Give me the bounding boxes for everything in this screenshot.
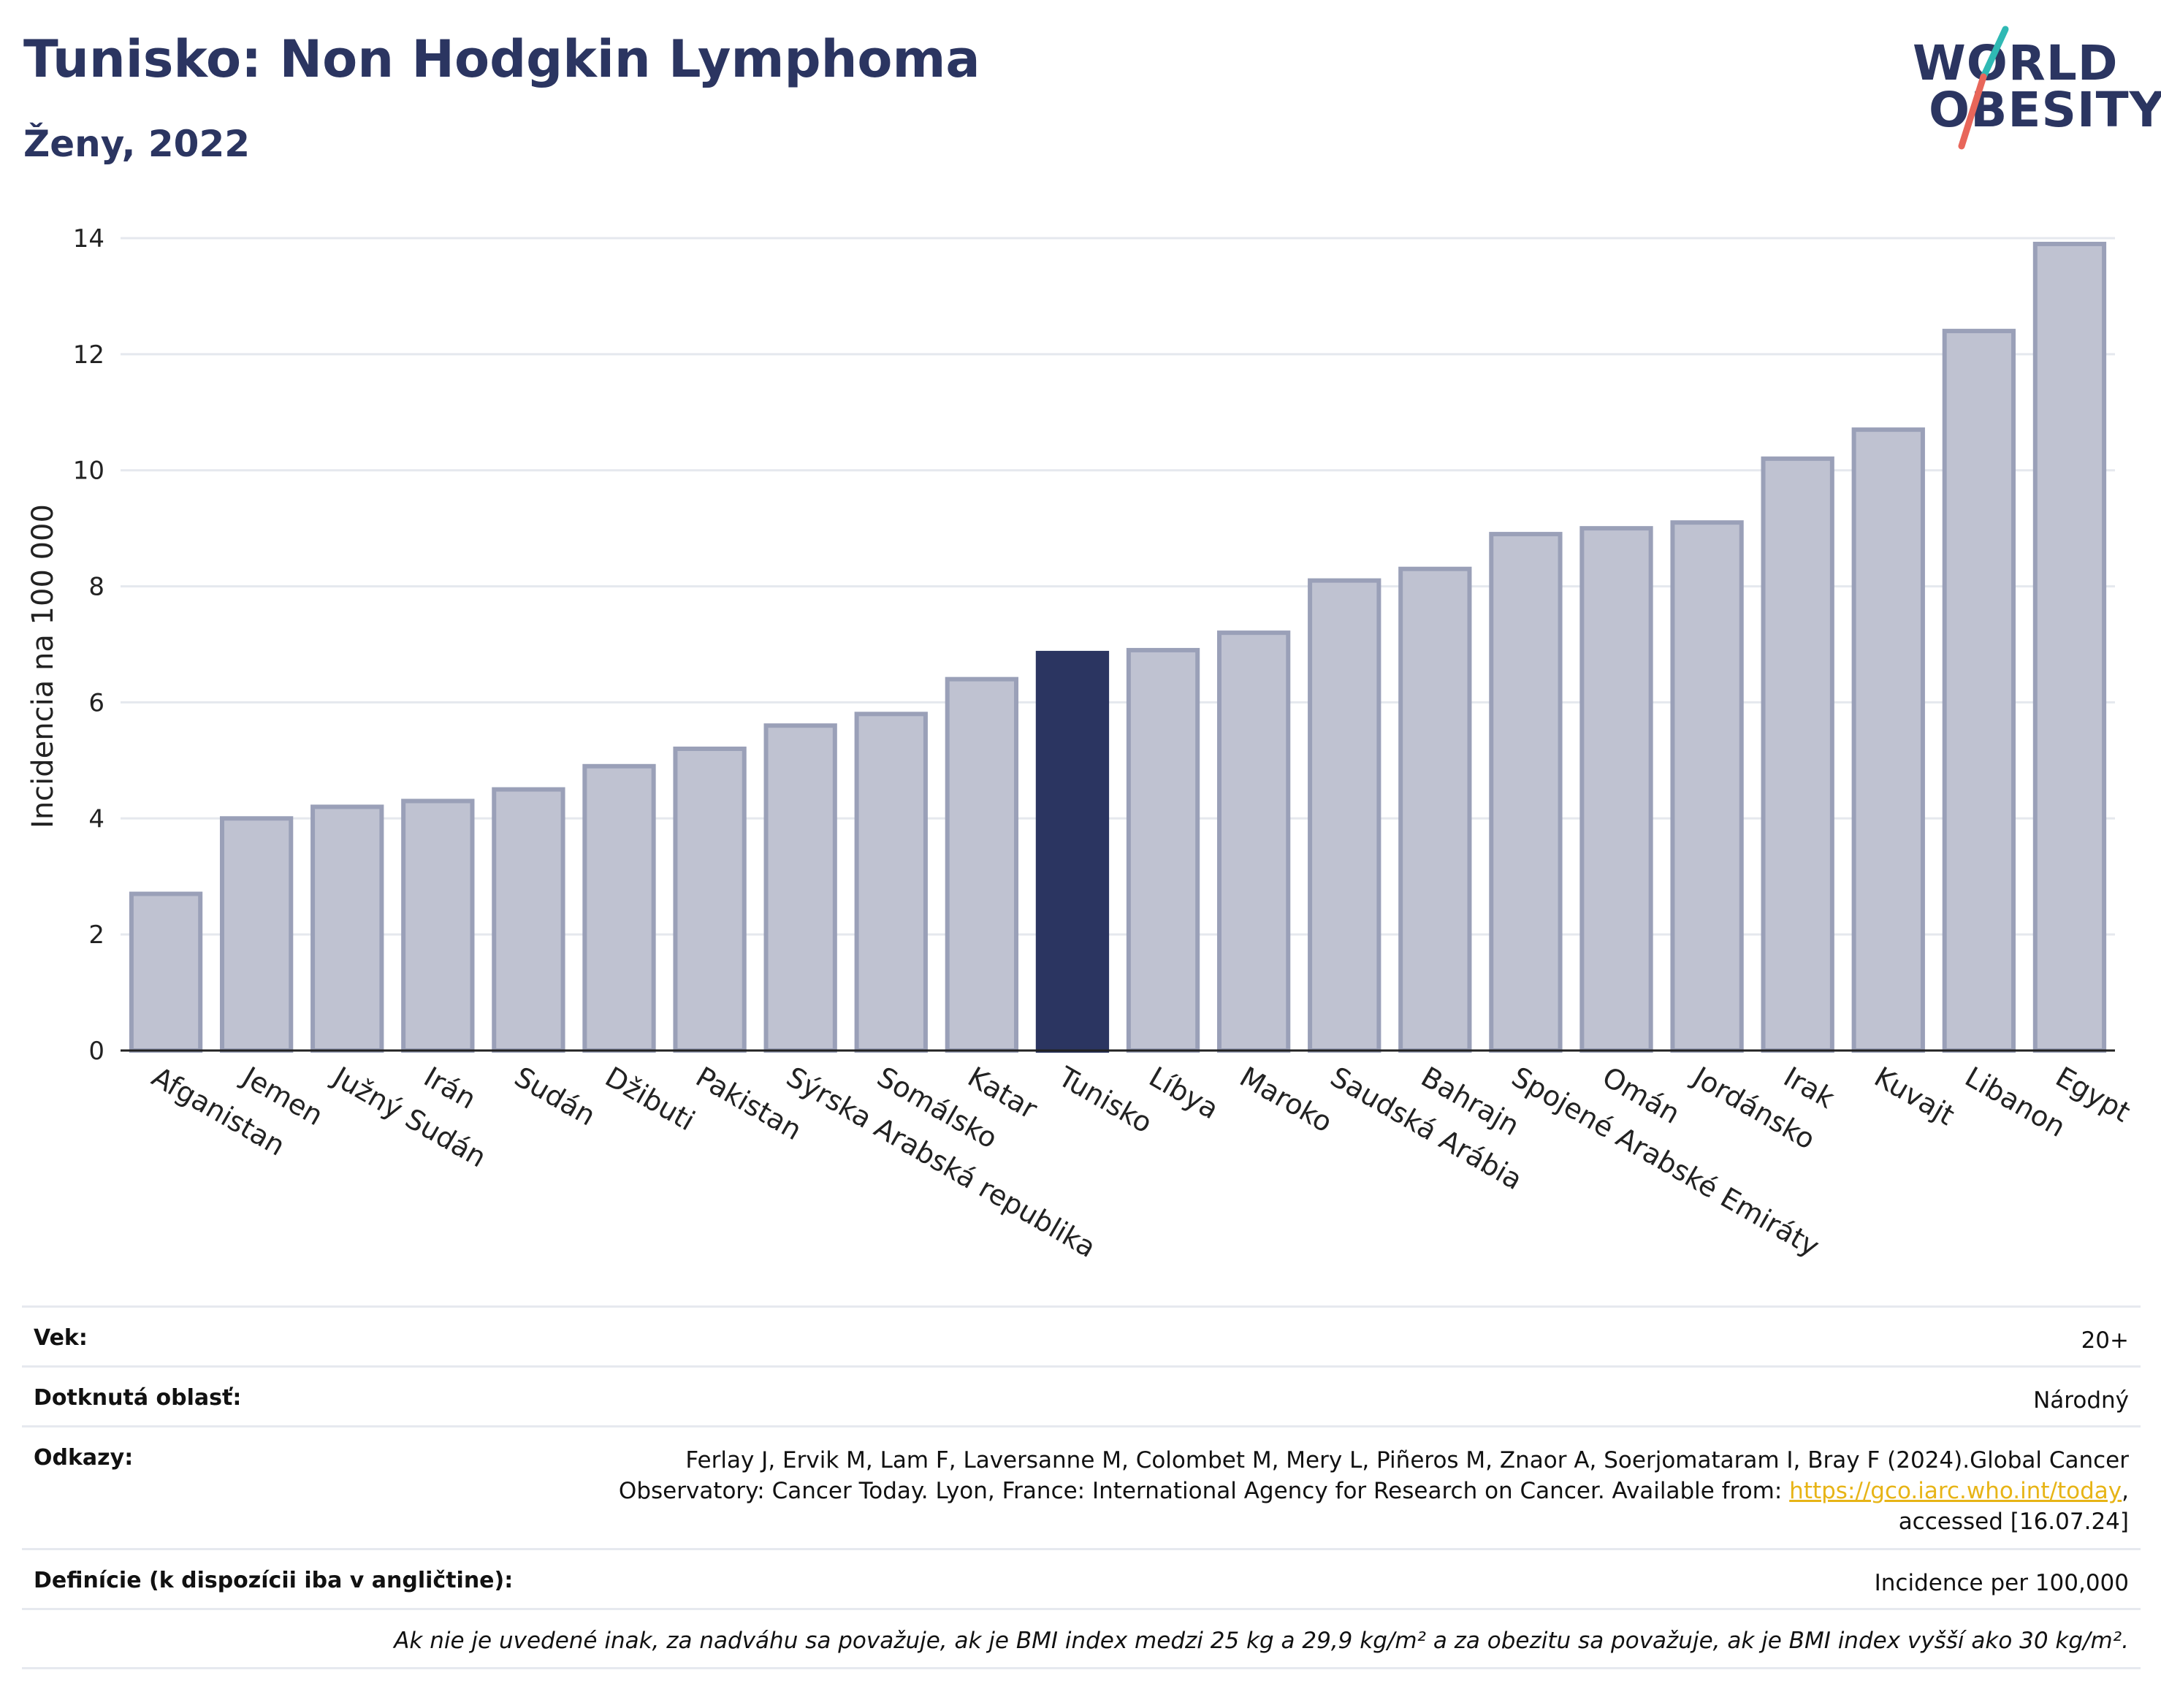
bar-irán bbox=[401, 798, 475, 1053]
bar-sýrska-arabská-republika bbox=[763, 723, 837, 1053]
info-row-references: Odkazy: Ferlay J, Ervik M, Lam F, Lavers… bbox=[22, 1425, 2141, 1548]
logo-slash-icon bbox=[1958, 26, 2009, 150]
references-link[interactable]: https://gco.iarc.who.int/today bbox=[1789, 1478, 2122, 1504]
bar-somálsko bbox=[854, 712, 928, 1053]
y-axis-ticks: 0 2 4 6 8 10 12 14 bbox=[73, 224, 104, 1066]
y-tick-label: 2 bbox=[88, 920, 104, 950]
info-row-age: Vek: 20+ bbox=[22, 1305, 2141, 1365]
bar-katar bbox=[945, 676, 1019, 1053]
info-row-note: Ak nie je uvedené inak, za nadváhu sa po… bbox=[22, 1608, 2141, 1669]
x-tick-label: Sudán bbox=[509, 1061, 601, 1132]
bar-maroko bbox=[1216, 630, 1291, 1053]
bar-egypt bbox=[2032, 241, 2107, 1053]
bar-irak bbox=[1761, 456, 1834, 1053]
page-subtitle: Ženy, 2022 bbox=[23, 123, 251, 165]
bar-bahrajn bbox=[1398, 566, 1472, 1053]
bars bbox=[121, 241, 2115, 1053]
page-title: Tunisko: Non Hodgkin Lymphoma bbox=[23, 29, 980, 89]
age-label: Vek: bbox=[34, 1325, 88, 1351]
y-tick-label: 10 bbox=[73, 457, 104, 486]
logo-line-1: WORLD bbox=[1913, 35, 2119, 91]
bar-líbya bbox=[1126, 647, 1200, 1053]
bar-omán bbox=[1579, 526, 1653, 1053]
references-line-3: accessed [16.07.24] bbox=[1898, 1509, 2129, 1535]
y-tick-label: 6 bbox=[88, 688, 104, 717]
bar-libanon bbox=[1942, 329, 2016, 1053]
x-tick-label: Džibuti bbox=[600, 1061, 701, 1137]
x-tick-label: Južný Sudán bbox=[327, 1060, 492, 1174]
definitions-value: Incidence per 100,000 bbox=[1874, 1570, 2129, 1596]
x-tick-label: Irán bbox=[419, 1061, 481, 1116]
references-text: Observatory: Cancer Today. Lyon, France:… bbox=[618, 1478, 1790, 1504]
bar-južný-sudán bbox=[310, 804, 384, 1053]
bar-jemen bbox=[219, 816, 294, 1053]
y-tick-label: 4 bbox=[88, 804, 104, 834]
references-value: Ferlay J, Ervik M, Lam F, Laversanne M, … bbox=[619, 1445, 2129, 1537]
x-tick-label: Libanon bbox=[1959, 1061, 2070, 1143]
x-tick-label: Kuvajt bbox=[1869, 1061, 1959, 1132]
area-value: Národný bbox=[2033, 1387, 2129, 1414]
y-axis-label: Incidencia na 100 000 bbox=[26, 504, 60, 828]
x-tick-label: Maroko bbox=[1235, 1061, 1338, 1139]
definition-note: Ak nie je uvedené inak, za nadváhu sa po… bbox=[394, 1628, 2129, 1654]
bar-kuvajt bbox=[1851, 427, 1925, 1053]
y-tick-label: 8 bbox=[88, 573, 104, 602]
bar-džibuti bbox=[582, 763, 656, 1053]
age-value: 20+ bbox=[2081, 1327, 2129, 1354]
y-tick-label: 14 bbox=[73, 224, 104, 253]
info-row-area: Dotknutá oblasť: Národný bbox=[22, 1365, 2141, 1425]
x-tick-label: Irak bbox=[1778, 1061, 1840, 1115]
bar-jordánsko bbox=[1670, 520, 1744, 1053]
bar-tunisko bbox=[1035, 650, 1110, 1053]
bar-afganistan bbox=[129, 891, 203, 1053]
references-line-2: Observatory: Cancer Today. Lyon, France:… bbox=[619, 1476, 2129, 1506]
bar-sudán bbox=[492, 787, 565, 1053]
y-tick-label: 0 bbox=[88, 1037, 104, 1066]
info-row-definitions: Definície (k dispozícii iba v angličtine… bbox=[22, 1548, 2141, 1608]
bar-spojené-arabské-emiráty bbox=[1489, 532, 1563, 1053]
bar-pakistan bbox=[673, 746, 747, 1053]
y-tick-label: 12 bbox=[73, 340, 104, 370]
references-label: Odkazy: bbox=[34, 1445, 134, 1471]
definitions-label: Definície (k dispozícii iba v angličtine… bbox=[34, 1568, 514, 1593]
world-obesity-logo: WORLD OBESITY bbox=[1907, 22, 2161, 153]
area-label: Dotknutá oblasť: bbox=[34, 1385, 242, 1411]
references-comma: , bbox=[2122, 1478, 2129, 1504]
info-table: Vek: 20+ Dotknutá oblasť: Národný Odkazy… bbox=[22, 1305, 2141, 1669]
references-line-1: Ferlay J, Ervik M, Lam F, Laversanne M, … bbox=[685, 1447, 2129, 1473]
x-tick-label: Líbya bbox=[1144, 1061, 1224, 1126]
x-tick-label: Tunisko bbox=[1053, 1060, 1158, 1140]
bar-saudská-arábia bbox=[1308, 578, 1381, 1053]
